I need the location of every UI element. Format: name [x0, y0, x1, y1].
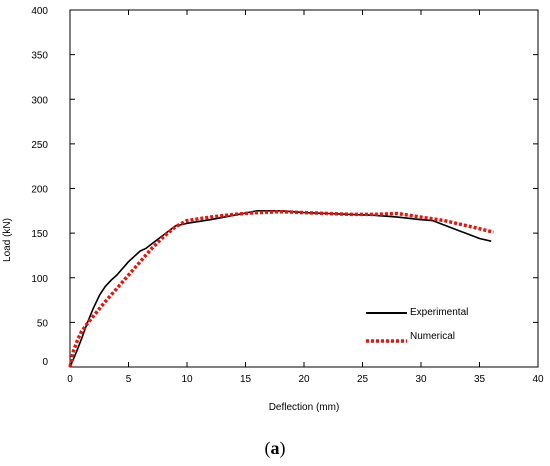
legend-label-numerical: Numerical: [410, 331, 455, 342]
x-tick-label: 0: [67, 374, 73, 385]
legend: Experimental Numerical: [366, 307, 468, 343]
figure-caption: (a): [0, 438, 550, 459]
y-axis-title: Load (kN): [2, 218, 13, 262]
x-tick-label: 40: [532, 374, 544, 385]
caption-open-paren: (: [264, 438, 271, 458]
series-group: [68, 209, 494, 368]
x-tick-label: 30: [415, 374, 427, 385]
x-tick-label: 35: [474, 374, 486, 385]
x-tick-label: 15: [240, 374, 252, 385]
x-tick-label: 25: [357, 374, 369, 385]
caption-close-paren: ): [279, 438, 286, 458]
y-tick-label: 0: [42, 357, 48, 368]
x-tick-label: 5: [126, 374, 132, 385]
series-line-numerical: [68, 209, 494, 368]
y-axis-ticks: 0 50 100 150 200 250 300 350 400: [31, 6, 538, 368]
y-tick-label: 250: [31, 140, 48, 151]
y-tick-label: 100: [31, 274, 48, 285]
x-axis-ticks: 0 5 10 15 20 25 30 35 40: [67, 10, 544, 385]
caption-letter: a: [270, 438, 280, 458]
y-tick-label: 50: [37, 318, 49, 329]
y-tick-label: 200: [31, 185, 48, 196]
x-axis-title: Deflection (mm): [269, 402, 340, 413]
y-tick-label: 350: [31, 51, 48, 62]
line-chart: 0 50 100 150 200 250 300 350 400 0 5 10 15 20 25 30 35 4…: [2, 6, 544, 413]
y-tick-label: 300: [31, 95, 48, 106]
y-tick-label: 150: [31, 229, 48, 240]
x-tick-label: 20: [298, 374, 310, 385]
x-tick-label: 10: [181, 374, 193, 385]
y-tick-label: 400: [31, 6, 48, 17]
series-line-experimental: [69, 210, 492, 368]
legend-label-experimental: Experimental: [410, 307, 468, 318]
